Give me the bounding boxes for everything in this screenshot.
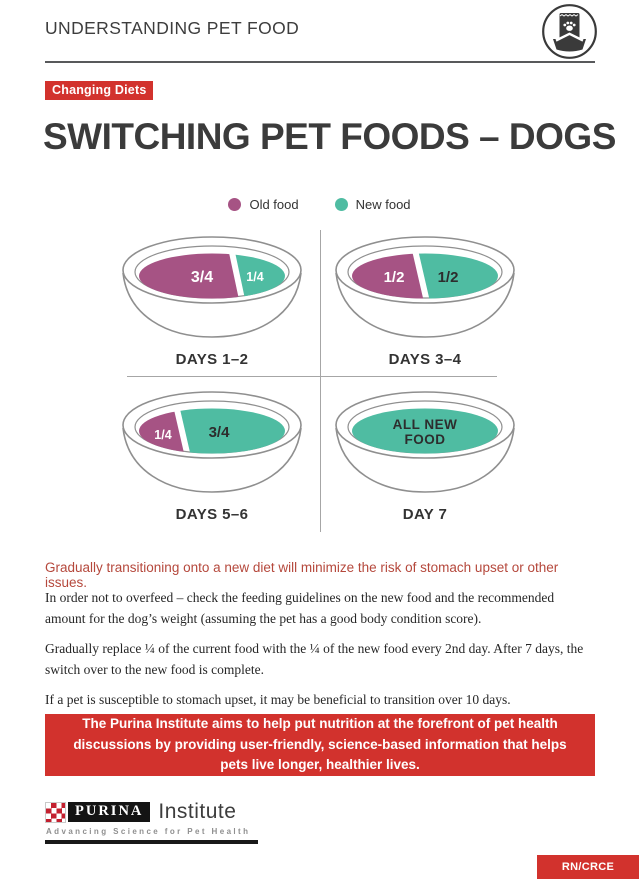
bowl-graphic-day-7: ALL NEW FOOD <box>335 391 515 493</box>
new-fraction-label: 1/2 <box>438 269 459 286</box>
transition-diagram: 3/4 1/4 DAYS 1–2 1/2 1/2 DAYS 3–4 <box>45 230 595 532</box>
intro-highlight-text: Gradually transitioning onto a new diet … <box>45 560 559 590</box>
institute-wordmark: Institute <box>158 800 237 823</box>
document-header-title: UNDERSTANDING PET FOOD <box>45 18 300 38</box>
bowl-caption: DAY 7 <box>402 506 448 523</box>
paragraph-susceptible: If a pet is susceptible to stomach upset… <box>45 691 511 707</box>
footer-underline-bar <box>45 840 258 844</box>
bowl-days-1-2: 3/4 1/4 DAYS 1–2 <box>117 230 307 368</box>
bowl-caption: DAYS 3–4 <box>388 351 462 368</box>
document-code-badge: RN/CRCE <box>537 855 639 879</box>
paragraph-overfeed: In order not to overfeed – check the fee… <box>45 590 555 626</box>
paragraph-replace-quarter: Gradually replace ¼ of the current food … <box>45 640 584 677</box>
old-fraction-label: 1/2 <box>384 269 405 286</box>
bowl-caption: DAYS 1–2 <box>175 351 249 368</box>
purina-institute-logo: PURINA Institute <box>45 800 236 824</box>
old-food-dot-icon <box>228 198 242 211</box>
brand-tagline: Advancing Science for Pet Health <box>46 827 251 836</box>
new-food-dot-icon <box>334 198 348 211</box>
bowl-days-5-6: 1/4 3/4 DAYS 5–6 <box>117 385 307 523</box>
purina-checkerboard-icon <box>45 801 66 823</box>
bowl-graphic-days-5-6: 1/4 3/4 <box>122 391 302 493</box>
body-paragraphs: In order not to overfeed – check the fee… <box>45 588 593 720</box>
purina-institute-callout: The Purina Institute aims to help put nu… <box>45 714 595 776</box>
diagram-horizontal-divider <box>127 376 497 377</box>
header-divider <box>45 61 595 63</box>
bowl-days-3-4: 1/2 1/2 DAYS 3–4 <box>330 230 520 368</box>
bowl-graphic-days-3-4: 1/2 1/2 <box>335 236 515 338</box>
purina-wordmark: PURINA <box>68 801 151 823</box>
legend-label-old-food: Old food <box>249 197 299 212</box>
diagram-vertical-divider <box>320 230 321 532</box>
page-title: SWITCHING PET FOODS – DOGS <box>43 116 616 157</box>
pet-food-bag-bowl-icon <box>541 3 598 65</box>
callout-text: The Purina Institute aims to help put nu… <box>73 715 567 773</box>
legend: Old food New food <box>0 197 639 212</box>
legend-item-old-food: Old food <box>228 197 299 212</box>
bowl-caption: DAYS 5–6 <box>175 506 249 523</box>
new-fraction-label: 1/4 <box>246 270 263 284</box>
topic-badge: Changing Diets <box>45 81 154 100</box>
bowl-graphic-days-1-2: 3/4 1/4 <box>122 236 302 338</box>
all-new-food-label-line1: ALL NEW <box>393 417 458 432</box>
new-fraction-label: 3/4 <box>209 424 231 441</box>
old-fraction-label: 3/4 <box>191 269 213 286</box>
legend-item-new-food: New food <box>334 197 411 212</box>
all-new-food-label-line2: FOOD <box>405 432 446 447</box>
bowl-day-7: ALL NEW FOOD DAY 7 <box>330 385 520 523</box>
legend-label-new-food: New food <box>355 197 411 212</box>
old-fraction-label: 1/4 <box>154 428 171 442</box>
